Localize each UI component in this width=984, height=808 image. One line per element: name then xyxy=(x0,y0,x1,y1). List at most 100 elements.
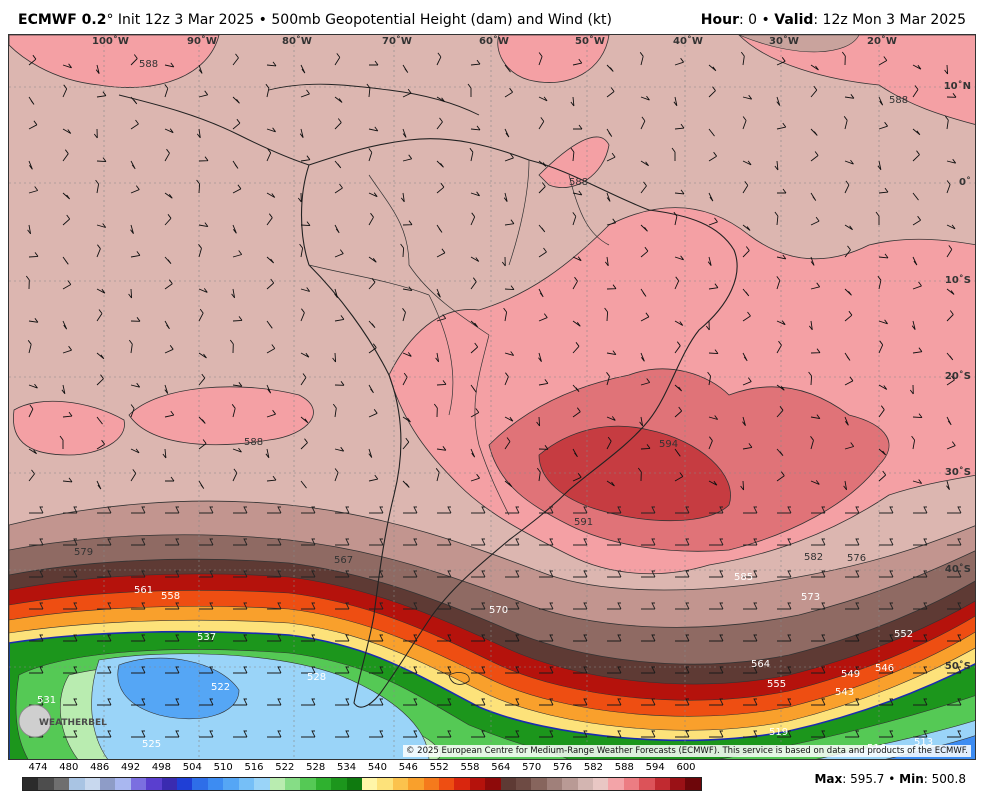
wind-barb xyxy=(811,570,826,578)
wind-barb xyxy=(28,448,37,455)
min-value: : 500.8 xyxy=(923,772,966,786)
wind-barb xyxy=(297,192,302,203)
colorbar-tick-label: 582 xyxy=(583,762,603,773)
wind-barb xyxy=(369,506,384,514)
wind-barb xyxy=(435,468,440,482)
wind-barb xyxy=(368,474,379,482)
wind-barb xyxy=(505,698,520,706)
wind-barb xyxy=(198,439,207,450)
wind-barb xyxy=(947,634,962,642)
wind-barb xyxy=(947,730,962,738)
wind-barb xyxy=(29,602,44,610)
init-time: Init 12z 3 Mar 2025 xyxy=(117,12,255,28)
wind-barb xyxy=(879,538,894,546)
wind-barb xyxy=(640,95,650,101)
wind-barb xyxy=(233,634,248,642)
colorbar-tick-label: 600 xyxy=(676,762,696,773)
wind-barb xyxy=(675,666,690,674)
wind-barb xyxy=(301,506,316,514)
wind-barb xyxy=(674,320,684,326)
wind-barb xyxy=(27,340,32,354)
colorbar-swatch xyxy=(161,778,178,790)
wind-barb xyxy=(63,538,78,546)
wind-barb xyxy=(572,448,578,458)
wind-barb xyxy=(572,320,581,327)
wind-barb xyxy=(740,480,745,491)
wind-barb xyxy=(29,538,44,546)
weather-map[interactable]: 588 588 588 588 594 591 585 582 579 576 573 570 567 5… xyxy=(8,34,976,760)
wind-barb xyxy=(777,506,792,514)
wind-barb xyxy=(879,730,894,738)
wind-barb xyxy=(911,435,916,450)
colorbar-swatch xyxy=(531,778,547,790)
wind-barb xyxy=(470,59,481,66)
wind-barb xyxy=(165,730,180,738)
wind-barb xyxy=(877,275,882,290)
wind-barb xyxy=(743,570,758,578)
wind-barb xyxy=(199,666,214,674)
wind-barb xyxy=(63,602,78,610)
wind-barb xyxy=(131,666,146,674)
wind-barb xyxy=(810,480,820,485)
wind-barb xyxy=(810,436,814,450)
wind-barb xyxy=(436,380,447,386)
wind-barb xyxy=(538,247,547,258)
wind-barb xyxy=(674,384,683,392)
wind-barb xyxy=(130,404,135,418)
wind-barb xyxy=(334,381,345,386)
wind-barb xyxy=(402,308,406,322)
wind-barb xyxy=(199,506,214,514)
wind-barb xyxy=(742,246,750,258)
colorbar-swatch xyxy=(623,778,640,790)
wind-barb xyxy=(266,61,277,67)
colorbar-swatch xyxy=(485,778,501,790)
wind-barb xyxy=(96,244,101,258)
wind-barb xyxy=(774,211,779,226)
colorbar-swatch xyxy=(284,778,301,790)
wind-barb xyxy=(810,256,815,266)
wind-barb xyxy=(232,447,242,453)
wind-barb xyxy=(776,122,787,130)
wind-barb xyxy=(539,730,554,738)
wind-barb xyxy=(232,250,243,258)
wind-barb xyxy=(640,116,646,130)
wind-barb xyxy=(640,246,649,258)
wind-barb xyxy=(572,276,578,290)
wind-barb xyxy=(299,243,304,258)
wind-barb xyxy=(811,634,826,642)
wind-barb xyxy=(96,416,103,425)
wind-barb xyxy=(946,416,952,426)
wind-barb xyxy=(708,86,716,98)
wind-barb xyxy=(28,469,35,482)
wind-barb xyxy=(844,376,854,386)
wind-barb xyxy=(131,538,146,546)
contour-label: 564 xyxy=(751,659,770,670)
hour-label: Hour xyxy=(700,12,739,28)
wind-barb xyxy=(97,506,112,514)
colorbar-swatch xyxy=(577,778,594,790)
wind-barb xyxy=(708,415,719,420)
wind-barb xyxy=(503,192,508,202)
wind-barb xyxy=(267,538,282,546)
wind-barb xyxy=(198,156,209,162)
wind-barb xyxy=(777,188,787,194)
wind-barb xyxy=(505,730,520,738)
wind-barb xyxy=(640,224,648,232)
wind-barb xyxy=(913,698,928,706)
wind-barb xyxy=(232,468,238,482)
colorbar-tick-label: 474 xyxy=(28,762,48,773)
wind-barb xyxy=(300,64,306,74)
colorbar-swatch xyxy=(454,778,470,790)
wind-barb xyxy=(233,570,248,578)
wind-barb xyxy=(335,730,350,738)
wind-barb xyxy=(707,256,712,266)
wind-barb xyxy=(96,480,102,490)
wind-barb xyxy=(673,211,678,226)
wind-barb xyxy=(437,698,452,706)
wind-barb xyxy=(433,403,438,418)
wind-barb xyxy=(539,570,554,578)
wind-barb xyxy=(674,255,684,261)
ridge-588-caribbean xyxy=(538,136,610,188)
hour-value: : 0 xyxy=(739,12,758,28)
wind-barb xyxy=(96,352,105,360)
